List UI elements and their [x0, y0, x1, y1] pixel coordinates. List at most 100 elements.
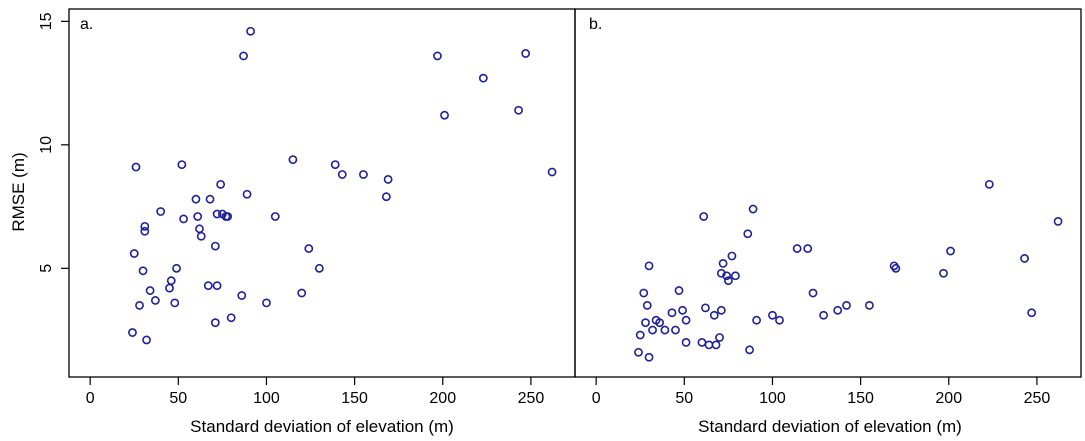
data-point-b-45 — [891, 263, 901, 273]
y-axis: 5 10 15 — [38, 12, 69, 273]
x-axis-title-a: Standard deviation of elevation (m) — [190, 417, 454, 436]
y-tick-label-5: 5 — [38, 264, 55, 273]
x-tick-label-a-250: 250 — [518, 390, 545, 407]
data-point-b-15 — [681, 315, 691, 325]
data-point-b-17 — [697, 338, 707, 347]
data-point-b-22 — [711, 340, 721, 350]
data-point-a-35 — [246, 26, 255, 36]
data-point-b-12 — [671, 325, 680, 335]
data-point-b-1 — [635, 330, 645, 340]
data-point-b-20 — [704, 340, 714, 350]
data-point-a-52 — [547, 167, 557, 177]
data-point-b-10 — [660, 325, 670, 335]
data-point-b-5 — [644, 261, 654, 271]
data-point-a-37 — [270, 212, 280, 221]
data-point-a-26 — [212, 209, 222, 219]
data-point-a-2 — [131, 162, 141, 172]
data-point-b-9 — [655, 318, 665, 328]
data-point-a-30 — [223, 212, 233, 221]
data-point-b-39 — [808, 288, 818, 298]
data-point-a-48 — [440, 110, 449, 120]
data-point-b-28 — [723, 276, 733, 286]
data-point-b-6 — [644, 352, 654, 362]
data-point-a-18 — [193, 212, 203, 221]
data-point-a-34 — [242, 189, 252, 199]
data-point-b-11 — [667, 308, 677, 318]
x-tick-label-a-150: 150 — [341, 390, 368, 407]
data-point-b-3 — [641, 318, 650, 328]
data-point-b-42 — [842, 300, 851, 310]
data-point-a-27 — [216, 179, 226, 189]
data-point-a-1 — [129, 249, 139, 258]
data-point-a-16 — [179, 214, 188, 224]
data-point-b-32 — [745, 345, 754, 355]
data-point-b-19 — [701, 303, 710, 313]
data-point-b-40 — [819, 310, 828, 320]
data-point-a-4 — [138, 266, 148, 276]
data-point-b-41 — [833, 305, 843, 315]
data-point-a-11 — [165, 283, 174, 293]
data-point-b-50 — [1027, 308, 1037, 318]
data-point-a-10 — [156, 207, 166, 216]
data-point-b-51 — [1053, 217, 1063, 226]
x-tick-label-b-250: 250 — [1024, 390, 1051, 407]
data-point-b-34 — [752, 315, 761, 325]
data-point-b-13 — [674, 286, 684, 295]
data-point-a-50 — [514, 105, 523, 115]
data-point-b-27 — [722, 271, 732, 281]
data-point-b-26 — [718, 258, 728, 268]
data-point-b-25 — [716, 305, 726, 315]
data-point-a-23 — [210, 318, 220, 328]
data-point-a-46 — [383, 175, 393, 184]
data-point-a-3 — [135, 300, 144, 310]
data-point-a-19 — [195, 224, 204, 234]
data-point-a-6 — [140, 221, 150, 231]
x-tick-label-a-0: 0 — [86, 390, 95, 407]
x-axis-title-b: Standard deviation of elevation (m) — [698, 417, 962, 436]
data-point-a-13 — [170, 298, 180, 308]
data-point-b-46 — [939, 268, 948, 278]
data-point-b-49 — [1020, 254, 1029, 263]
data-point-a-51 — [521, 49, 531, 58]
data-point-a-17 — [191, 194, 201, 204]
x-tick-label-a-50: 50 — [169, 390, 187, 407]
data-point-b-21 — [709, 310, 719, 320]
plot-frame-b — [574, 8, 1082, 378]
data-point-a-12 — [166, 276, 176, 286]
data-point-a-7 — [142, 335, 151, 345]
data-point-b-47 — [946, 246, 955, 256]
data-point-b-4 — [642, 300, 652, 310]
data-point-b-37 — [792, 244, 802, 253]
data-point-a-36 — [262, 298, 271, 308]
y-tick-label-15: 15 — [38, 12, 55, 30]
panel-b: b. Standard deviation of elevation (m) 0… — [574, 8, 1082, 436]
data-point-a-24 — [210, 241, 220, 251]
data-point-b-35 — [768, 310, 777, 320]
data-point-b-16 — [681, 338, 691, 347]
x-tick-label-b-150: 150 — [847, 390, 874, 407]
data-point-b-30 — [731, 271, 740, 281]
data-point-a-38 — [288, 155, 298, 165]
data-point-b-43 — [865, 300, 874, 310]
data-point-a-8 — [145, 286, 155, 295]
x-tick-label-a-100: 100 — [253, 390, 280, 407]
data-point-a-45 — [381, 192, 391, 202]
panel-a: a. Standard deviation of elevation (m) 0… — [68, 8, 576, 436]
data-point-a-9 — [150, 296, 160, 305]
data-point-a-32 — [237, 291, 247, 300]
data-point-a-21 — [203, 281, 213, 291]
data-point-a-0 — [128, 328, 137, 337]
data-point-a-20 — [196, 231, 206, 241]
data-point-a-15 — [177, 160, 187, 169]
plot-frame-a — [68, 8, 576, 378]
data-point-b-14 — [678, 305, 687, 315]
data-point-b-33 — [748, 204, 758, 214]
data-point-b-23 — [715, 333, 724, 342]
data-point-b-38 — [803, 244, 813, 253]
y-axis-title: RMSE (m) — [9, 152, 28, 231]
data-point-a-40 — [304, 244, 314, 253]
data-point-b-0 — [634, 347, 643, 357]
data-point-b-48 — [984, 179, 994, 189]
x-tick-label-a-200: 200 — [429, 390, 456, 407]
